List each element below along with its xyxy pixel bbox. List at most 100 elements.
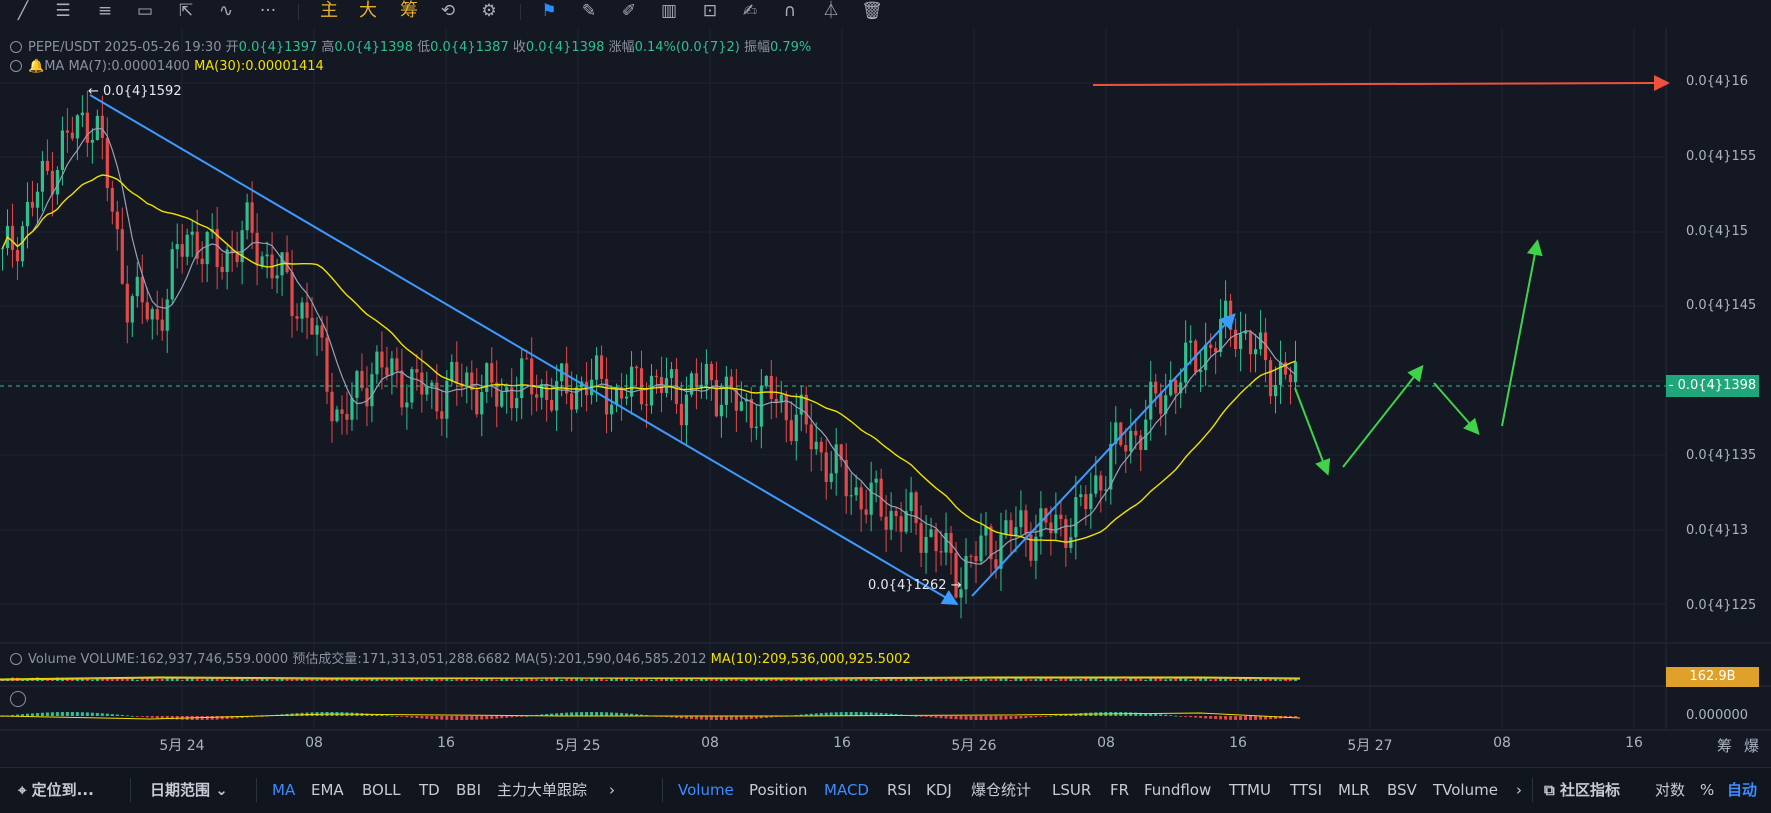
volume-bar xyxy=(1044,677,1048,681)
indicator-ttmu[interactable]: TTMU xyxy=(1229,781,1271,799)
eye-icon[interactable] xyxy=(10,691,26,707)
indicator-liquidation[interactable]: 爆仓统计 xyxy=(971,781,1032,799)
indicator-position[interactable]: Position xyxy=(749,781,808,799)
lock-icon[interactable]: ⊡ xyxy=(702,1,718,21)
candle-body xyxy=(779,394,783,403)
volume-bar xyxy=(669,678,673,681)
indicator-ema[interactable]: EMA xyxy=(311,781,344,799)
volume-bar xyxy=(1244,677,1248,681)
indicator-rsi[interactable]: RSI xyxy=(887,781,912,799)
volume-bar xyxy=(600,678,604,681)
macd-bar xyxy=(55,712,59,716)
price-axis[interactable]: 0.0{4}16 0.0{4}155 0.0{4}15 0.0{4}145 0.… xyxy=(1686,0,1766,640)
axis-corner-chips[interactable]: 筹 xyxy=(1717,737,1733,755)
volume-bar xyxy=(320,678,324,681)
locate-button[interactable]: ⌖ 定位到... xyxy=(18,781,94,799)
sync-icon[interactable]: ⟲ xyxy=(440,1,456,21)
candle-body xyxy=(275,275,279,279)
price-tick: 0.0{4}125 xyxy=(1686,598,1757,613)
wave-icon[interactable]: ∿ xyxy=(218,1,234,21)
volume-bar xyxy=(1234,679,1238,681)
chips-tool[interactable]: 筹 xyxy=(400,0,418,21)
uptrend-line[interactable] xyxy=(971,313,1236,597)
eye-icon[interactable] xyxy=(10,653,22,665)
axis-corner-liq[interactable]: 爆 xyxy=(1744,737,1760,755)
volume-bar xyxy=(994,677,998,681)
indicator-tvolume[interactable]: TVolume xyxy=(1433,781,1498,799)
percent-scale-toggle[interactable]: % xyxy=(1700,781,1715,799)
macd-bar xyxy=(120,714,124,716)
price-chart[interactable] xyxy=(0,28,1771,768)
horizontal-lines-icon[interactable]: ☰ xyxy=(55,1,71,21)
indicator-fr[interactable]: FR xyxy=(1110,781,1130,799)
macd-eye[interactable] xyxy=(10,690,32,709)
volume-ma10: MA(10):209,536,000,925.5002 xyxy=(710,652,911,667)
indicator-main-force[interactable]: 主力大单跟踪 xyxy=(497,781,588,799)
indicator-mlr[interactable]: MLR xyxy=(1338,781,1370,799)
macd-bar xyxy=(450,716,454,720)
indicator-bsv[interactable]: BSV xyxy=(1387,781,1417,799)
time-axis[interactable]: 5月 24 08 16 5月 25 08 16 5月 26 08 16 5月 2… xyxy=(0,735,1666,757)
projection-arrow-3[interactable] xyxy=(1433,382,1480,436)
candle-body xyxy=(285,252,289,273)
macd-bar xyxy=(585,712,589,716)
main-force-tool[interactable]: 主 xyxy=(320,0,338,21)
bell-icon[interactable]: 🔔 xyxy=(28,59,45,74)
candle-body xyxy=(435,382,439,412)
trend-line-icon[interactable]: ╱ xyxy=(17,1,29,21)
date-range-button[interactable]: 日期范围 ⌄ xyxy=(150,781,228,799)
candle-body xyxy=(75,115,79,139)
candle-body xyxy=(255,232,259,266)
brush-icon[interactable]: ✐ xyxy=(621,1,637,21)
indicator-volume[interactable]: Volume xyxy=(678,781,734,799)
community-indicators-button[interactable]: ⧉ 社区指标 xyxy=(1544,781,1620,799)
indicator-ma[interactable]: MA xyxy=(272,781,296,799)
macd-bar xyxy=(1039,716,1043,717)
settings-tool-icon[interactable]: ⚙ xyxy=(481,1,497,21)
volume-bar xyxy=(340,678,344,681)
candle-body xyxy=(854,487,858,496)
projection-arrow-1[interactable] xyxy=(1294,387,1331,476)
indicator-boll[interactable]: BOLL xyxy=(362,781,401,799)
auto-scale-toggle[interactable]: 自动 xyxy=(1727,781,1758,799)
target-line[interactable] xyxy=(1092,75,1670,92)
indicator-bbi[interactable]: BBI xyxy=(456,781,482,799)
indicator-fundflow[interactable]: Fundflow xyxy=(1144,781,1212,799)
indicator-kdj[interactable]: KDJ xyxy=(926,781,952,799)
candle-body xyxy=(1164,395,1168,414)
macd-bar xyxy=(1024,716,1028,719)
projection-arrow-4[interactable] xyxy=(1501,239,1543,427)
downtrend-line[interactable] xyxy=(89,94,959,606)
ruler-icon[interactable]: ✎ xyxy=(581,1,597,21)
log-scale-toggle[interactable]: 对数 xyxy=(1655,781,1686,799)
indicator-ttsi[interactable]: TTSI xyxy=(1290,781,1323,799)
candle-body xyxy=(1034,536,1038,561)
candle-body xyxy=(515,398,519,409)
cursor-icon[interactable]: ⇱ xyxy=(178,1,194,21)
rectangle-icon[interactable]: ▭ xyxy=(136,1,154,21)
indicator-td[interactable]: TD xyxy=(419,781,440,799)
big-order-tool[interactable]: 大 xyxy=(359,0,377,21)
filter-icon[interactable]: ⏃ xyxy=(822,1,840,21)
volume-bar xyxy=(1114,677,1118,681)
eye-icon[interactable] xyxy=(10,41,22,53)
more-icon[interactable]: ··· xyxy=(259,1,277,21)
macd-bar xyxy=(994,716,998,720)
volume-bar xyxy=(360,679,364,681)
indicator-lsur[interactable]: LSUR xyxy=(1052,781,1092,799)
trash-icon[interactable]: 🗑 xyxy=(861,1,883,21)
candles-icon[interactable]: ▥ xyxy=(660,1,678,21)
chevron-right-icon[interactable]: › xyxy=(1516,781,1522,799)
volume-bar xyxy=(884,677,888,681)
bookmark-icon[interactable]: ⚑ xyxy=(541,1,557,21)
note-icon[interactable]: ✍ xyxy=(742,1,758,21)
chevron-right-icon[interactable]: › xyxy=(609,781,615,799)
indicator-macd[interactable]: MACD xyxy=(824,781,869,799)
magnet-icon[interactable]: ∩ xyxy=(783,1,797,21)
fib-icon[interactable]: ≡ xyxy=(97,1,113,21)
macd-bar xyxy=(205,716,209,720)
eye-icon[interactable] xyxy=(10,60,22,72)
macd-bar xyxy=(674,716,678,718)
projection-arrow-2[interactable] xyxy=(1342,364,1424,468)
candle-body xyxy=(460,383,464,388)
